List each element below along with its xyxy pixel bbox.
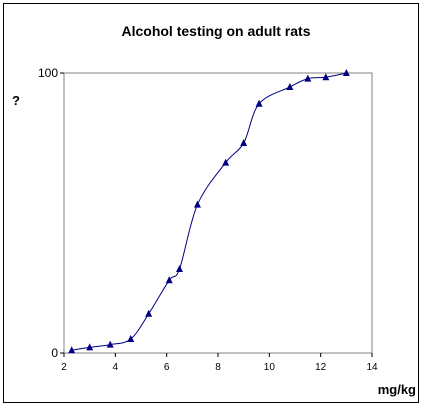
x-tick-label-0: 2 [61,362,67,373]
data-point-8 [222,158,230,166]
data-point-0 [68,346,76,354]
x-tick-label-1: 4 [113,362,119,373]
data-point-1 [86,343,94,351]
x-tick-label-3: 8 [215,362,221,373]
chart-frame: Alcohol testing on adult rats ? mg/kg 2 4… [3,3,419,403]
plot-area [63,72,373,354]
line-chart: Alcohol testing on adult rats ? mg/kg 2 4… [12,23,416,397]
chart-title: Alcohol testing on adult rats [121,23,310,39]
y-tick-label-0: 0 [51,346,58,360]
x-axis-label: mg/kg [378,382,416,397]
y-axis-label: ? [12,93,20,108]
axis-ticks: 2 4 6 8 10 12 14 0 100 [38,66,378,373]
data-point-4 [145,309,153,317]
data-point-5 [165,276,173,284]
data-point-11 [286,83,294,90]
x-tick-label-5: 12 [315,362,327,373]
data-point-3 [127,335,135,342]
data-point-6 [176,265,183,272]
x-tick-label-2: 6 [164,362,170,373]
data-point-10 [255,99,263,107]
data-point-13 [322,73,330,81]
data-point-12 [304,74,312,82]
x-tick-label-4: 10 [264,362,276,373]
data-point-14 [342,69,350,76]
x-tick-label-6: 14 [366,362,378,373]
data-point-7 [193,200,201,208]
data-point-9 [240,139,248,146]
y-tick-label-1: 100 [38,66,58,80]
data-point-2 [106,340,114,348]
series-markers [68,69,350,354]
